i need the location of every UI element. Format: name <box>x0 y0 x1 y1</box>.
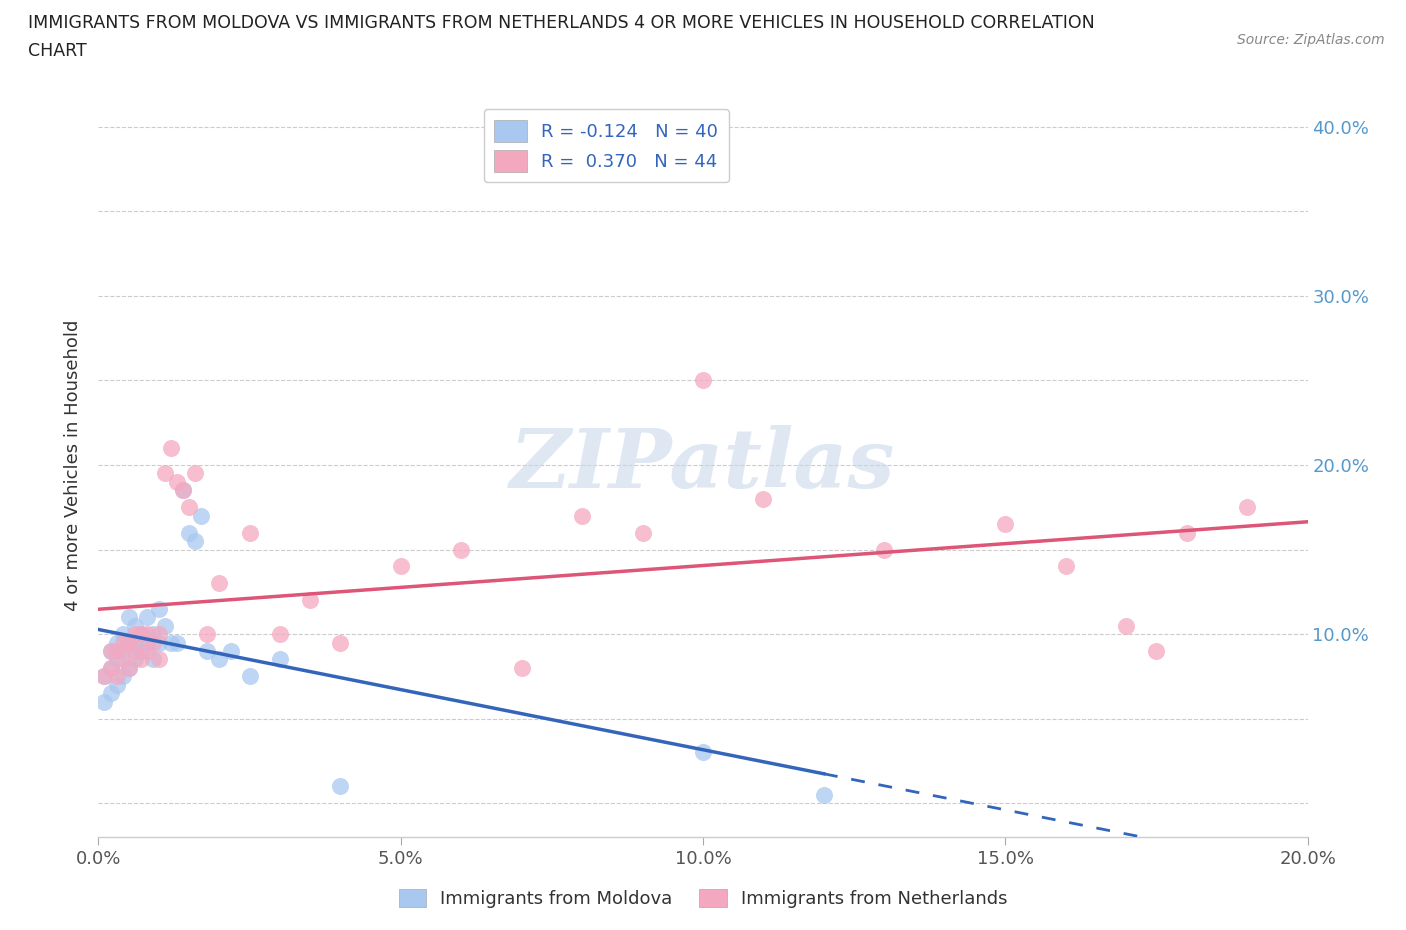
Point <box>1236 499 1258 514</box>
Point <box>105 677 128 692</box>
Point <box>148 652 170 667</box>
Point <box>269 652 291 667</box>
Point <box>450 542 472 557</box>
Point <box>166 474 188 489</box>
Point <box>208 576 231 591</box>
Point <box>105 652 128 667</box>
Point <box>195 627 218 642</box>
Point <box>124 627 146 642</box>
Point <box>100 685 122 700</box>
Point <box>148 627 170 642</box>
Point <box>129 627 152 642</box>
Point <box>153 466 176 481</box>
Text: CHART: CHART <box>28 42 87 60</box>
Y-axis label: 4 or more Vehicles in Household: 4 or more Vehicles in Household <box>65 319 83 611</box>
Point <box>118 635 141 650</box>
Point <box>135 610 157 625</box>
Point <box>1144 644 1167 658</box>
Point <box>752 491 775 506</box>
Point <box>100 660 122 675</box>
Point <box>142 635 165 650</box>
Point <box>142 652 165 667</box>
Point <box>111 635 134 650</box>
Point <box>1054 559 1077 574</box>
Point <box>179 525 201 540</box>
Point <box>153 618 176 633</box>
Text: Source: ZipAtlas.com: Source: ZipAtlas.com <box>1237 33 1385 46</box>
Point <box>118 660 141 675</box>
Point <box>129 644 152 658</box>
Point <box>135 635 157 650</box>
Point <box>692 373 714 388</box>
Point <box>148 602 170 617</box>
Point <box>239 525 262 540</box>
Point <box>389 559 412 574</box>
Point <box>510 660 533 675</box>
Text: ZIPatlas: ZIPatlas <box>510 425 896 505</box>
Point <box>93 695 115 710</box>
Point <box>124 652 146 667</box>
Text: IMMIGRANTS FROM MOLDOVA VS IMMIGRANTS FROM NETHERLANDS 4 OR MORE VEHICLES IN HOU: IMMIGRANTS FROM MOLDOVA VS IMMIGRANTS FR… <box>28 14 1095 32</box>
Point <box>129 652 152 667</box>
Point <box>93 669 115 684</box>
Point <box>124 618 146 633</box>
Point <box>111 627 134 642</box>
Point <box>190 509 212 524</box>
Point <box>195 644 218 658</box>
Point <box>166 635 188 650</box>
Point <box>873 542 896 557</box>
Point <box>172 483 194 498</box>
Point <box>111 669 134 684</box>
Point <box>160 441 183 456</box>
Point <box>93 669 115 684</box>
Point <box>105 635 128 650</box>
Point <box>1175 525 1198 540</box>
Point <box>994 517 1017 532</box>
Point <box>111 644 134 658</box>
Point <box>129 627 152 642</box>
Point <box>221 644 243 658</box>
Point <box>105 644 128 658</box>
Point <box>184 534 207 549</box>
Point <box>135 627 157 642</box>
Point <box>692 745 714 760</box>
Point <box>329 635 352 650</box>
Point <box>135 644 157 658</box>
Point <box>100 644 122 658</box>
Point <box>111 652 134 667</box>
Point <box>160 635 183 650</box>
Point <box>105 669 128 684</box>
Point <box>100 644 122 658</box>
Point <box>329 778 352 793</box>
Point <box>239 669 262 684</box>
Point <box>124 635 146 650</box>
Point <box>571 509 593 524</box>
Point <box>184 466 207 481</box>
Point <box>118 610 141 625</box>
Point <box>631 525 654 540</box>
Point <box>118 660 141 675</box>
Point <box>1115 618 1137 633</box>
Point <box>269 627 291 642</box>
Point <box>124 644 146 658</box>
Legend: Immigrants from Moldova, Immigrants from Netherlands: Immigrants from Moldova, Immigrants from… <box>389 880 1017 917</box>
Point <box>813 788 835 803</box>
Point <box>299 592 322 607</box>
Point <box>142 627 165 642</box>
Point <box>172 483 194 498</box>
Point <box>208 652 231 667</box>
Point <box>148 635 170 650</box>
Point <box>100 660 122 675</box>
Point <box>118 635 141 650</box>
Point <box>179 499 201 514</box>
